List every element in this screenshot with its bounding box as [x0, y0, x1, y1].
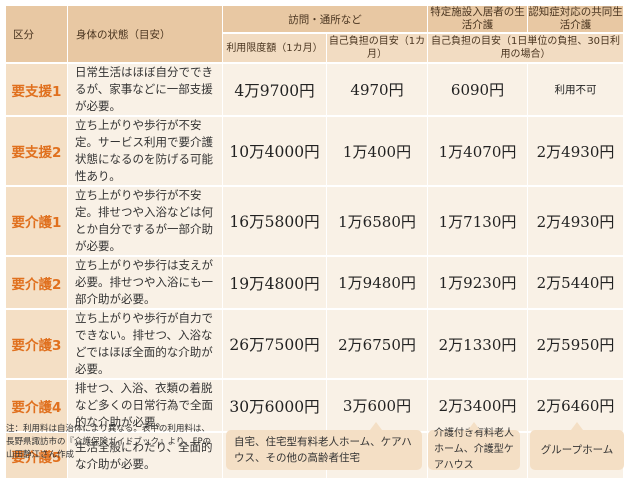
self-pay-home: 4970円	[327, 64, 428, 117]
limit-amount: 19万4800円	[223, 257, 327, 310]
header-facility-care: 特定施設入居者の生活介護	[428, 6, 528, 34]
self-pay-facility: 1万9230円	[428, 257, 528, 310]
table-row: 要介護1 立ち上がりや歩行が不安定。排せつや入浴などは何とか自分でするが一部介助…	[6, 187, 624, 257]
care-level: 要介護3	[6, 310, 68, 380]
body-condition: 立ち上がりや歩行は支えが必要。排せつや入浴にも一部介助が必要。	[68, 257, 223, 310]
care-level: 要支援2	[6, 117, 68, 187]
care-level: 要介護1	[6, 187, 68, 257]
self-pay-home: 1万6580円	[327, 187, 428, 257]
self-pay-dementia: 2万5440円	[528, 257, 624, 310]
callout-pointer	[370, 422, 382, 430]
header-kubun: 区分	[6, 6, 68, 64]
self-pay-dementia: 2万5950円	[528, 310, 624, 380]
callout-facility: 介護付き有料老人ホーム、介護型ケアハウス	[428, 422, 520, 471]
table-row: 要支援2 立ち上がりや歩行が不安定。サービス利用で要介護状態になるのを防げる可能…	[6, 117, 624, 187]
care-level: 要介護5	[6, 433, 68, 480]
body-condition: 排せつ、入浴、衣類の着脱など多くの日常行為で全面的な介助が必要。	[68, 380, 223, 433]
self-pay-dementia: 2万4930円	[528, 187, 624, 257]
header-home-services: 訪問・通所など	[223, 6, 428, 34]
table-row: 要支援1 日常生活はほぼ自分でできるが、家事などに一部支援が必要。 4万9700…	[6, 64, 624, 117]
self-pay-facility: 6090円	[428, 64, 528, 117]
header-state: 身体の状態（目安）	[68, 6, 223, 64]
body-condition: 生活全般にわたり、全面的な介助が必要。	[68, 433, 223, 480]
header-limit-amount: 利用限度額（1カ月）	[223, 34, 327, 64]
callout-home: 自宅、住宅型有料老人ホーム、ケアハウス、その他の高齢者住宅	[226, 422, 422, 470]
callout-dementia: グループホーム	[530, 422, 624, 470]
self-pay-home: 2万6750円	[327, 310, 428, 380]
self-pay-home: 1万9480円	[327, 257, 428, 310]
body-condition: 日常生活はほぼ自分でできるが、家事などに一部支援が必要。	[68, 64, 223, 117]
self-pay-dementia: 2万4930円	[528, 117, 624, 187]
limit-amount: 30万6000円	[223, 380, 327, 433]
limit-amount: 26万7500円	[223, 310, 327, 380]
care-cost-table: 区分 身体の状態（目安） 訪問・通所など 特定施設入居者の生活介護 認知症対応の…	[6, 6, 624, 480]
limit-amount: 4万9700円	[223, 64, 327, 117]
body-condition: 立ち上がりや歩行が不安定。サービス利用で要介護状態になるのを防げる可能性あり。	[68, 117, 223, 187]
care-level: 要支援1	[6, 64, 68, 117]
self-pay-facility: 1万7130円	[428, 187, 528, 257]
footnote: 注：利用料は自治体により異なる。表中の利用料は、長野県諏訪市の『介護保険ガイドブ…	[6, 424, 212, 460]
header-self-pay-day: 自己負担の目安（1日単位の負担、30日利用の場合）	[428, 34, 624, 64]
table-row: 要介護3 立ち上がりや歩行が自力でできない。排せつ、入浴などではほぼ全面的な介助…	[6, 310, 624, 380]
callout-pointer	[571, 422, 583, 430]
limit-amount: 16万5800円	[223, 187, 327, 257]
limit-amount: 10万4000円	[223, 117, 327, 187]
self-pay-dementia: 利用不可	[528, 64, 624, 117]
callout-pointer	[468, 422, 480, 430]
self-pay-facility: 1万4070円	[428, 117, 528, 187]
table-row: 要介護5 生活全般にわたり、全面的な介助が必要。 35万8300円 3万5830…	[6, 433, 624, 480]
body-condition: 立ち上がりや歩行が不安定。排せつや入浴などは何とか自分でするが一部介助が必要。	[68, 187, 223, 257]
self-pay-home: 1万400円	[327, 117, 428, 187]
callout-home-text: 自宅、住宅型有料老人ホーム、ケアハウス、その他の高齢者住宅	[234, 436, 412, 464]
care-level: 要介護4	[6, 380, 68, 433]
callout-facility-text: 介護付き有料老人ホーム、介護型ケアハウス	[434, 428, 514, 471]
self-pay-facility: 2万1330円	[428, 310, 528, 380]
care-level: 要介護2	[6, 257, 68, 310]
table-row: 要介護2 立ち上がりや歩行は支えが必要。排せつや入浴にも一部介助が必要。 19万…	[6, 257, 624, 310]
header-dementia-care: 認知症対応の共同生活介護	[528, 6, 624, 34]
header-self-pay-month: 自己負担の目安（1カ月）	[327, 34, 428, 64]
body-condition: 立ち上がりや歩行が自力でできない。排せつ、入浴などではほぼ全面的な介助が必要。	[68, 310, 223, 380]
callout-dementia-text: グループホーム	[540, 444, 614, 456]
